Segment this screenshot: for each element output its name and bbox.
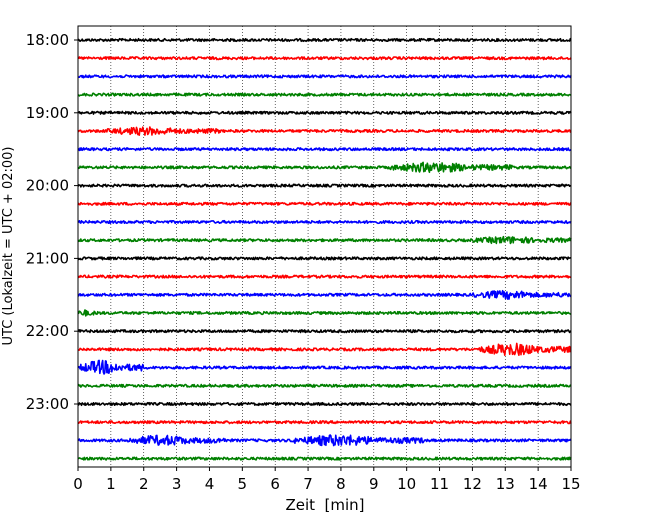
x-tick-label: 5 [238, 475, 248, 493]
trace-1930 [77, 147, 572, 152]
x-tick-label: 12 [463, 475, 482, 493]
trace-1915 [77, 126, 572, 136]
x-axis-ticks: 0 1 2 3 4 5 6 7 8 9 10 11 12 13 14 15 [73, 467, 581, 493]
x-tick-label: 2 [139, 475, 149, 493]
y-tick-label: 18:00 [26, 31, 69, 49]
x-axis-label: Zeit [min] [285, 496, 364, 514]
x-tick-label: 0 [73, 475, 83, 493]
x-tick-label: 3 [172, 475, 182, 493]
trace-1845 [77, 92, 572, 97]
trace-2130 [77, 289, 572, 300]
trace-1945 [77, 161, 572, 174]
y-axis-label: UTC (Lokalzeit = UTC + 02:00) [1, 147, 16, 346]
trace-2115 [77, 274, 572, 279]
x-tick-label: 8 [336, 475, 346, 493]
grid-layer [110, 26, 539, 467]
x-tick-label: 11 [430, 475, 449, 493]
trace-2045 [77, 235, 572, 245]
trace-1900 [77, 110, 572, 115]
trace-2330 [77, 434, 572, 447]
trace-1830 [77, 74, 572, 79]
x-tick-label: 10 [397, 475, 416, 493]
trace-layer [77, 37, 572, 461]
trace-2200 [77, 329, 572, 334]
trace-2015 [77, 201, 572, 206]
y-tick-label: 23:00 [26, 395, 69, 413]
x-tick-label: 15 [561, 475, 580, 493]
trace-2100 [77, 256, 572, 261]
trace-2315 [77, 420, 572, 425]
trace-2030 [77, 219, 572, 225]
y-tick-label: 20:00 [26, 177, 69, 195]
trace-2230 [77, 359, 572, 375]
x-tick-label: 1 [106, 475, 116, 493]
trace-2000 [77, 183, 572, 188]
trace-2145 [77, 309, 572, 317]
x-tick-label: 13 [496, 475, 515, 493]
y-tick-label: 19:00 [26, 104, 69, 122]
x-tick-label: 7 [303, 475, 313, 493]
x-tick-label: 4 [205, 475, 215, 493]
trace-2345 [77, 456, 572, 461]
trace-2245 [77, 383, 572, 388]
trace-2300 [77, 401, 572, 407]
x-tick-label: 14 [529, 475, 548, 493]
x-tick-label: 6 [270, 475, 280, 493]
x-tick-label: 9 [369, 475, 379, 493]
y-tick-label: 22:00 [26, 322, 69, 340]
plot-frame [77, 25, 572, 468]
y-tick-label: 21:00 [26, 249, 69, 267]
trace-1800 [77, 37, 572, 43]
trace-2215 [77, 342, 572, 357]
y-axis-ticks: 18:00 19:00 20:00 21:00 22:00 23:00 [26, 31, 78, 413]
trace-1815 [77, 56, 572, 61]
